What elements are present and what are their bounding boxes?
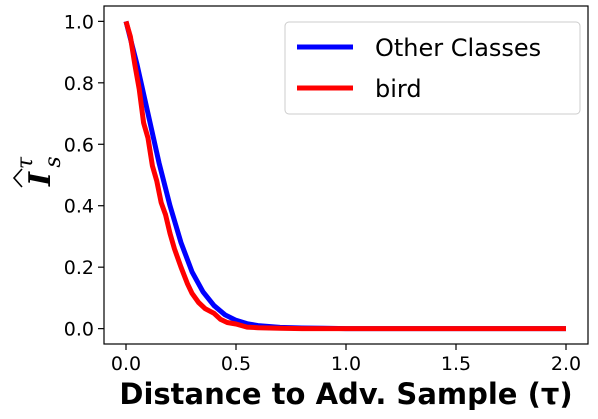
series-line-1 xyxy=(123,20,566,332)
y-tick-label: 1.0 xyxy=(64,11,94,33)
y-axis-label-subscript: s xyxy=(41,156,66,167)
x-tick-label: 0.0 xyxy=(111,353,141,375)
series-lines xyxy=(123,20,566,332)
legend-box xyxy=(284,21,581,115)
legend-label-0: Other Classes xyxy=(375,34,541,62)
legend-items: Other Classes bird xyxy=(297,34,541,103)
y-tick-label: 0.2 xyxy=(64,257,94,279)
legend-label-1: bird xyxy=(375,75,422,103)
y-tick-label: 0.4 xyxy=(64,196,94,218)
x-axis-ticks: 0.0 0.5 1.0 1.5 2.0 xyxy=(111,344,581,375)
x-axis-label: Distance to Adv. Sample (τ) xyxy=(119,377,572,411)
x-tick-label: 1.0 xyxy=(331,353,361,375)
y-axis-label-main: I xyxy=(23,171,58,187)
y-axis-ticks: 0.0 0.2 0.4 0.6 0.8 1.0 xyxy=(64,11,104,341)
y-tick-label: 0.8 xyxy=(64,73,94,95)
x-tick-label: 0.5 xyxy=(221,353,251,375)
y-axis-label: I τ s xyxy=(12,156,66,188)
x-tick-label: 2.0 xyxy=(551,353,581,375)
y-axis-label-hat xyxy=(12,168,23,188)
y-tick-label: 0.6 xyxy=(64,134,94,156)
y-axis-label-superscript: τ xyxy=(13,156,38,169)
x-tick-label: 1.5 xyxy=(441,353,471,375)
legend: Other Classes bird xyxy=(284,21,581,115)
y-tick-label: 0.0 xyxy=(64,319,94,341)
